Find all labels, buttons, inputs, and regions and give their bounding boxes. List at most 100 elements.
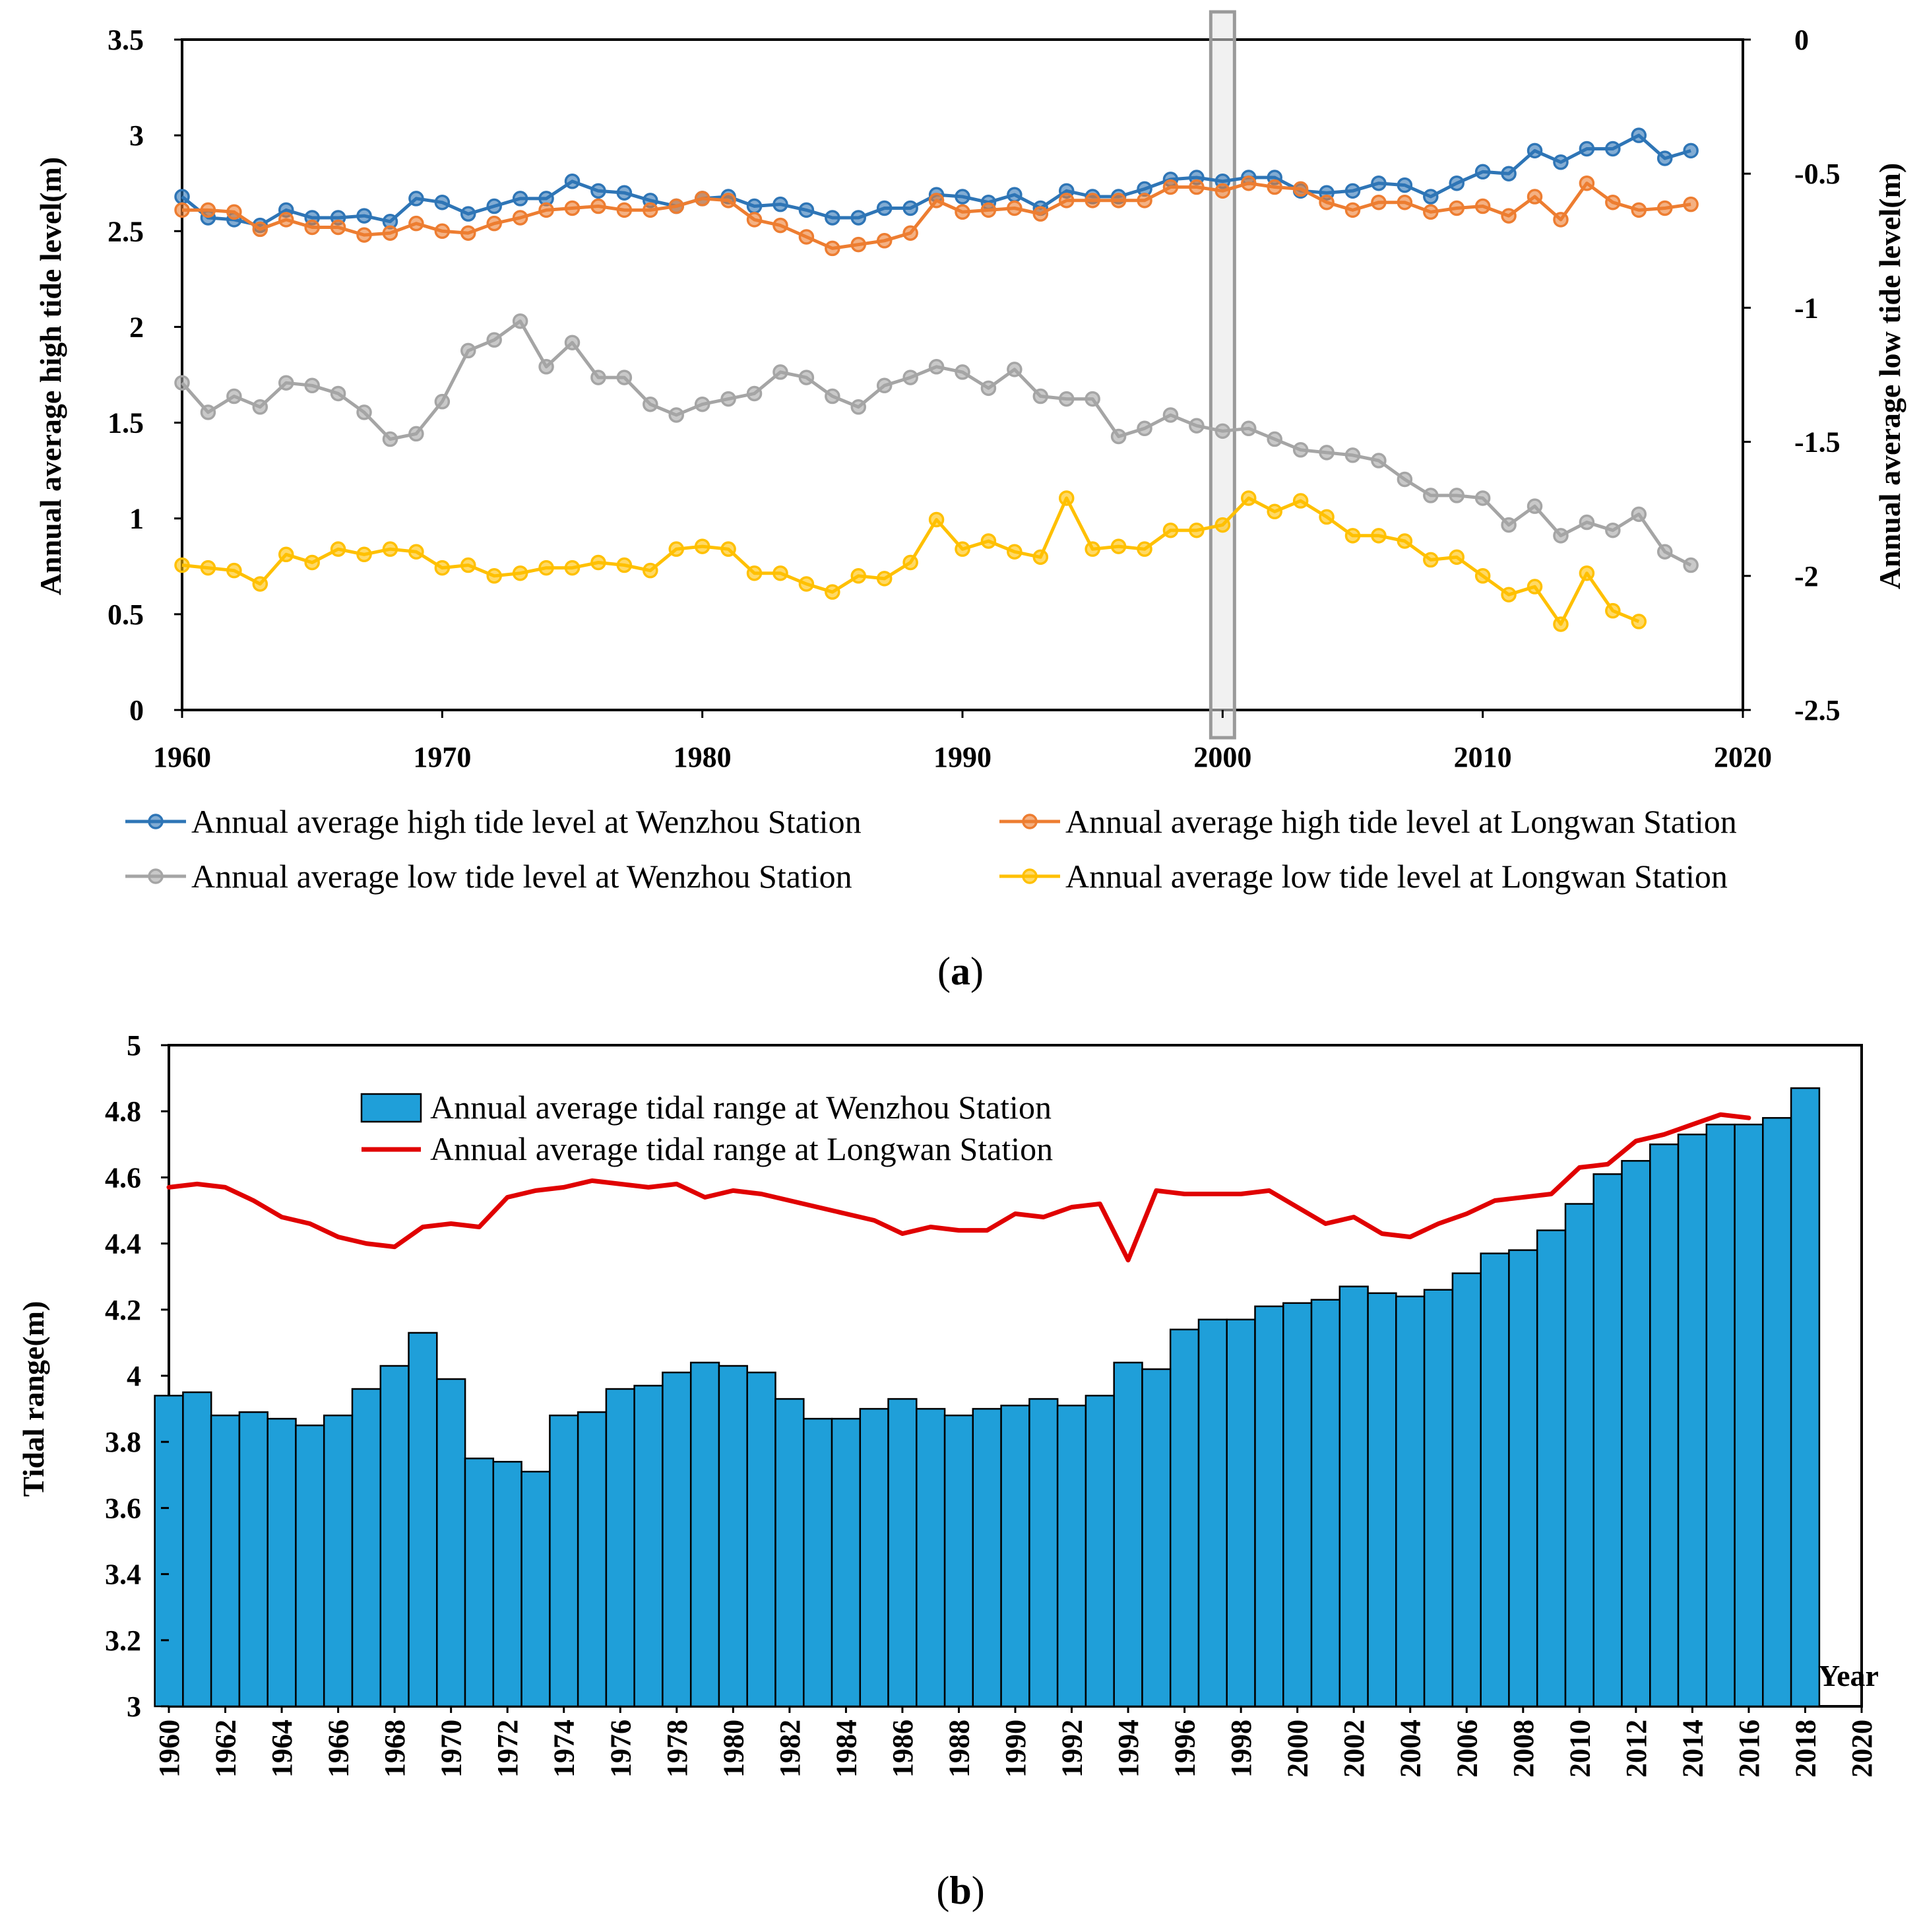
data-point bbox=[1631, 202, 1647, 218]
x-tick-label-a: 1970 bbox=[413, 741, 471, 773]
data-point bbox=[1371, 528, 1387, 544]
data-point bbox=[1110, 538, 1127, 554]
data-point bbox=[694, 396, 710, 412]
data-point bbox=[980, 533, 997, 549]
data-point bbox=[512, 313, 528, 329]
data-point bbox=[643, 396, 658, 412]
x-tick-label-b: 2012 bbox=[1620, 1720, 1653, 1778]
data-point bbox=[1579, 175, 1595, 191]
data-point bbox=[590, 198, 606, 214]
data-point bbox=[1085, 193, 1100, 209]
bar bbox=[1282, 1302, 1313, 1708]
bar bbox=[1705, 1123, 1736, 1708]
data-point bbox=[1137, 193, 1152, 209]
series-line-1 bbox=[181, 133, 1691, 228]
bar bbox=[323, 1414, 354, 1708]
data-point bbox=[1214, 517, 1231, 533]
data-point bbox=[252, 399, 268, 415]
data-point bbox=[902, 554, 918, 571]
data-point bbox=[1605, 141, 1621, 157]
data-point bbox=[486, 332, 502, 348]
bar bbox=[605, 1388, 635, 1708]
data-point bbox=[902, 370, 918, 385]
data-point bbox=[1241, 490, 1257, 506]
y-left-tick-label: 0.5 bbox=[108, 598, 144, 631]
data-point bbox=[1553, 212, 1569, 228]
y-tick-label-b: 3.4 bbox=[105, 1559, 141, 1591]
y-tick-label-b: 4.6 bbox=[105, 1161, 141, 1194]
y-right-tick-label: -0.5 bbox=[1794, 158, 1841, 190]
bar bbox=[210, 1414, 241, 1708]
bar bbox=[267, 1417, 297, 1708]
data-point bbox=[382, 541, 398, 557]
y-tick-label-b: 4.4 bbox=[105, 1228, 141, 1260]
data-point bbox=[356, 227, 372, 243]
data-point bbox=[330, 219, 346, 236]
bar bbox=[1056, 1404, 1087, 1708]
bar bbox=[492, 1461, 522, 1708]
data-point bbox=[1449, 488, 1464, 503]
x-tick-label-b: 2014 bbox=[1676, 1720, 1709, 1778]
bar bbox=[379, 1365, 410, 1708]
x-tick-label-b: 1964 bbox=[266, 1720, 298, 1778]
data-point bbox=[200, 560, 216, 576]
legend-label-line: Annual average tidal range at Longwan St… bbox=[430, 1130, 1053, 1167]
data-point bbox=[616, 370, 633, 385]
bar bbox=[1395, 1295, 1426, 1708]
data-point bbox=[1189, 522, 1205, 538]
highlight-band-2000 bbox=[1209, 10, 1236, 740]
data-point bbox=[720, 193, 736, 209]
y-left-tick-label: 2.5 bbox=[108, 215, 144, 247]
y-right-tick-label: -1 bbox=[1794, 292, 1819, 324]
data-point bbox=[486, 568, 502, 584]
x-tick-label-b: 1980 bbox=[717, 1720, 749, 1778]
data-point bbox=[1371, 194, 1387, 210]
data-point bbox=[460, 557, 476, 573]
data-point bbox=[798, 576, 815, 592]
data-point bbox=[174, 375, 190, 391]
x-tick-label-a: 2010 bbox=[1454, 741, 1512, 773]
data-point bbox=[1344, 202, 1361, 218]
data-point bbox=[486, 215, 502, 232]
bar bbox=[408, 1332, 438, 1708]
bar bbox=[689, 1361, 720, 1708]
data-point bbox=[460, 206, 476, 222]
x-tick-label-b: 2002 bbox=[1338, 1720, 1370, 1778]
bar bbox=[1085, 1394, 1115, 1708]
legend-marker-3 bbox=[148, 868, 164, 884]
data-point bbox=[825, 388, 840, 404]
y-axis-label-b: Tidal range(m) bbox=[16, 1301, 50, 1497]
data-point bbox=[798, 370, 815, 385]
x-tick-label-b: 2020 bbox=[1846, 1720, 1878, 1778]
data-point bbox=[434, 194, 451, 210]
data-point bbox=[1605, 194, 1621, 210]
data-point bbox=[1292, 493, 1309, 509]
y-tick-label-b: 3.2 bbox=[105, 1625, 141, 1657]
bar bbox=[182, 1391, 212, 1708]
data-point bbox=[1474, 490, 1491, 506]
x-tick-label-b: 1994 bbox=[1112, 1720, 1145, 1778]
bar bbox=[803, 1417, 833, 1708]
data-point bbox=[252, 576, 268, 592]
y-left-tick-label: 0 bbox=[129, 694, 144, 726]
data-point bbox=[1423, 488, 1439, 503]
data-point bbox=[825, 210, 840, 226]
data-point bbox=[434, 560, 451, 576]
bar bbox=[1762, 1116, 1792, 1708]
data-point bbox=[1189, 418, 1205, 434]
x-tick-label-b: 1990 bbox=[999, 1720, 1032, 1778]
panel-b-bar-chart: 3 3.2 3.4 3.6 3.8 4 4.2 4.4 4.6 4.8 5 1960 1962 1964 1… bbox=[16, 1029, 1879, 1778]
data-point bbox=[928, 193, 945, 209]
x-tick-label-b: 1996 bbox=[1169, 1720, 1201, 1778]
data-point bbox=[798, 202, 815, 218]
bar bbox=[1423, 1289, 1454, 1708]
data-point bbox=[330, 541, 346, 557]
y-tick-label-b: 4 bbox=[127, 1360, 141, 1392]
bar bbox=[1169, 1328, 1200, 1708]
x-tick-label-b: 2018 bbox=[1790, 1720, 1822, 1778]
data-point bbox=[1267, 503, 1282, 520]
data-point bbox=[616, 557, 633, 573]
data-point bbox=[200, 404, 216, 420]
data-point bbox=[1423, 204, 1439, 220]
data-point bbox=[1319, 509, 1335, 525]
